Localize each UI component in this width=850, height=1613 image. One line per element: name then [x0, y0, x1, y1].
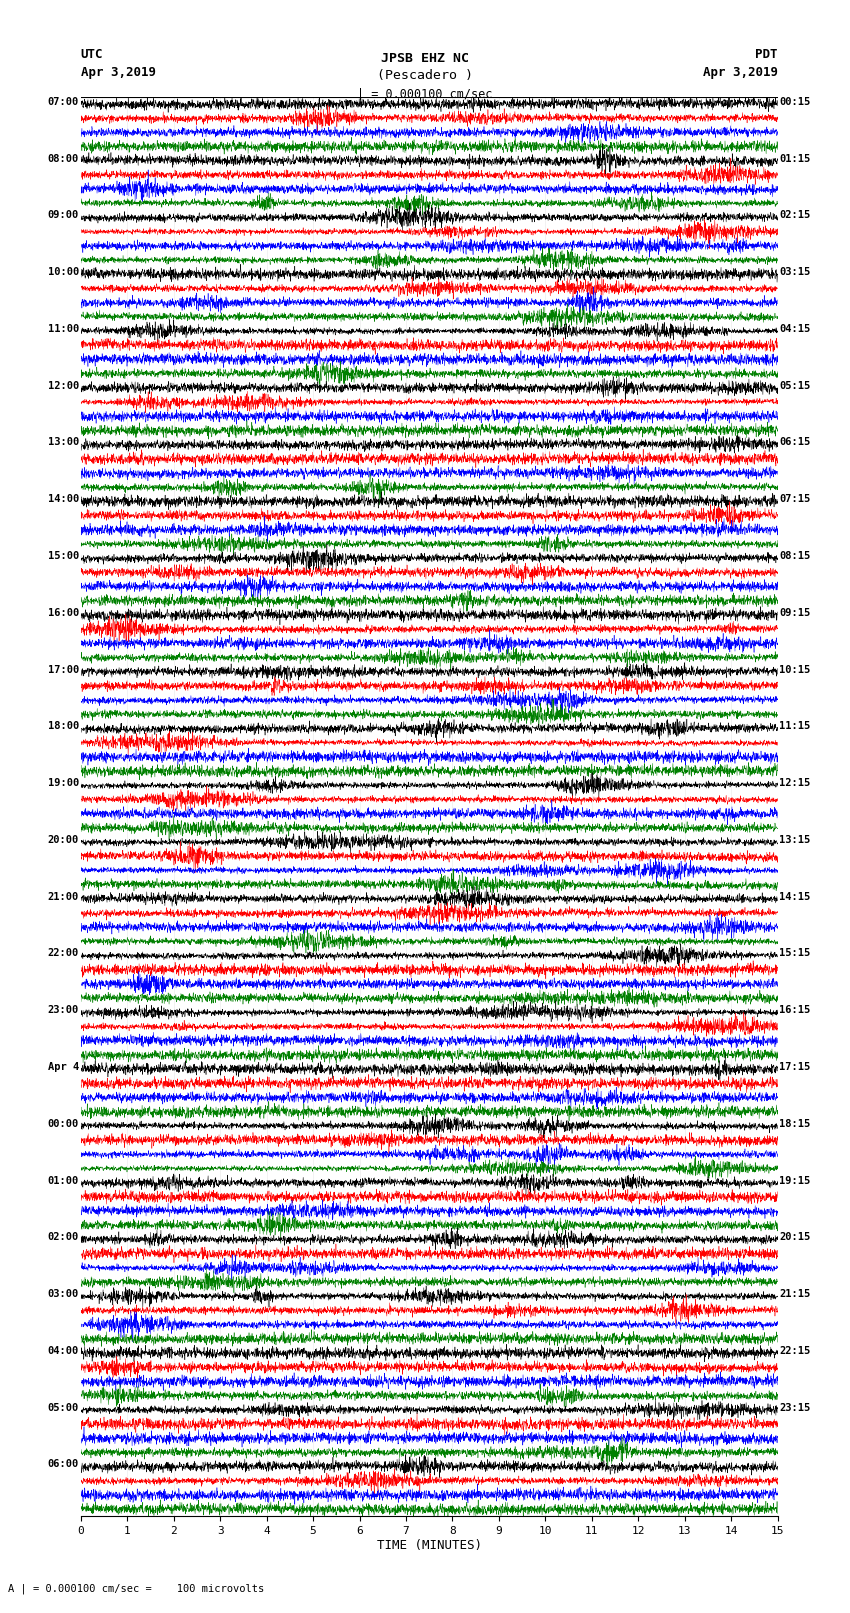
Text: 12:15: 12:15 [779, 777, 811, 789]
Text: 22:15: 22:15 [779, 1345, 811, 1357]
Text: 20:00: 20:00 [48, 836, 79, 845]
Text: 03:15: 03:15 [779, 268, 811, 277]
Text: 04:15: 04:15 [779, 324, 811, 334]
Text: 12:00: 12:00 [48, 381, 79, 390]
Text: 22:00: 22:00 [48, 948, 79, 958]
Text: 20:15: 20:15 [779, 1232, 811, 1242]
Text: 21:00: 21:00 [48, 892, 79, 902]
Text: 00:15: 00:15 [779, 97, 811, 106]
Text: 08:00: 08:00 [48, 153, 79, 163]
Text: 17:15: 17:15 [779, 1061, 811, 1073]
Text: | = 0.000100 cm/sec: | = 0.000100 cm/sec [357, 87, 493, 100]
Text: 19:15: 19:15 [779, 1176, 811, 1186]
Text: 09:00: 09:00 [48, 210, 79, 221]
Text: (Pescadero ): (Pescadero ) [377, 69, 473, 82]
Text: 06:00: 06:00 [48, 1460, 79, 1469]
Text: 18:00: 18:00 [48, 721, 79, 731]
Text: Apr 4: Apr 4 [48, 1061, 79, 1073]
Text: UTC: UTC [81, 48, 103, 61]
Text: 16:15: 16:15 [779, 1005, 811, 1015]
Text: 06:15: 06:15 [779, 437, 811, 447]
Text: 11:15: 11:15 [779, 721, 811, 731]
Text: 14:15: 14:15 [779, 892, 811, 902]
Text: 14:00: 14:00 [48, 494, 79, 505]
Text: 13:00: 13:00 [48, 437, 79, 447]
Text: 02:15: 02:15 [779, 210, 811, 221]
Text: 23:00: 23:00 [48, 1005, 79, 1015]
Text: Apr 3,2019: Apr 3,2019 [703, 66, 778, 79]
Text: 07:00: 07:00 [48, 97, 79, 106]
Text: PDT: PDT [756, 48, 778, 61]
Text: 09:15: 09:15 [779, 608, 811, 618]
Text: 01:15: 01:15 [779, 153, 811, 163]
Text: 16:00: 16:00 [48, 608, 79, 618]
Text: 15:00: 15:00 [48, 552, 79, 561]
Text: 07:15: 07:15 [779, 494, 811, 505]
Text: Apr 3,2019: Apr 3,2019 [81, 66, 156, 79]
Text: 15:15: 15:15 [779, 948, 811, 958]
Text: 11:00: 11:00 [48, 324, 79, 334]
Text: 01:00: 01:00 [48, 1176, 79, 1186]
Text: 19:00: 19:00 [48, 777, 79, 789]
Text: 02:00: 02:00 [48, 1232, 79, 1242]
Text: 17:00: 17:00 [48, 665, 79, 674]
Text: 21:15: 21:15 [779, 1289, 811, 1298]
Text: 23:15: 23:15 [779, 1403, 811, 1413]
Text: 18:15: 18:15 [779, 1119, 811, 1129]
Text: 00:00: 00:00 [48, 1119, 79, 1129]
Text: 05:00: 05:00 [48, 1403, 79, 1413]
Text: 03:00: 03:00 [48, 1289, 79, 1298]
Text: 10:15: 10:15 [779, 665, 811, 674]
Text: 05:15: 05:15 [779, 381, 811, 390]
Text: 08:15: 08:15 [779, 552, 811, 561]
Text: A | = 0.000100 cm/sec =    100 microvolts: A | = 0.000100 cm/sec = 100 microvolts [8, 1582, 264, 1594]
Text: 04:00: 04:00 [48, 1345, 79, 1357]
Text: JPSB EHZ NC: JPSB EHZ NC [381, 52, 469, 65]
X-axis label: TIME (MINUTES): TIME (MINUTES) [377, 1539, 482, 1552]
Text: 13:15: 13:15 [779, 836, 811, 845]
Text: 10:00: 10:00 [48, 268, 79, 277]
